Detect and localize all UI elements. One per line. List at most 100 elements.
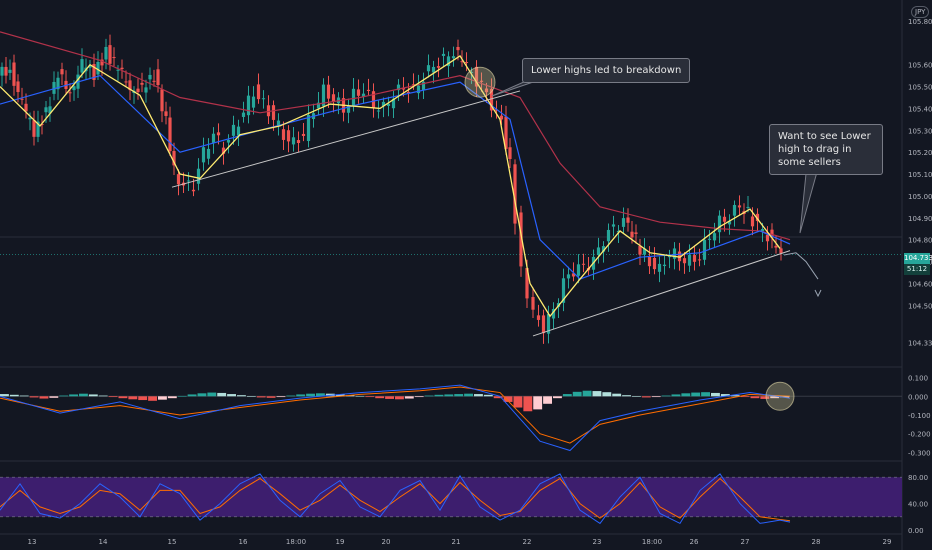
macd-histogram-bar [246,396,256,397]
symbol-badge[interactable]: JPY [911,6,930,18]
macd-histogram-bar [602,392,612,397]
macd-histogram-bar [138,396,148,401]
candle-body [717,215,722,233]
price-pane[interactable] [0,31,823,344]
macd-histogram-bar [691,392,701,397]
time-tick-label: 29 [883,538,892,546]
time-tick-label: 15 [168,538,177,546]
macd-histogram-bar [582,390,592,397]
candle-body [281,129,286,140]
candle-body [634,232,638,234]
stochastic-d-line [0,477,791,522]
macd-histogram-bar [523,396,533,412]
candle-body [416,85,421,94]
candle-body [326,84,331,99]
macd-histogram-bar [69,394,78,397]
candle-body [216,132,221,136]
highlight-circle [464,66,496,98]
candle-body [765,234,770,242]
price-tick-label: 105.000 [908,193,932,201]
candle-body [256,84,261,100]
candle-body [361,93,366,97]
candle-body [346,105,351,113]
candle-body [499,115,504,120]
macd-histogram-bar [503,396,513,402]
macd-histogram-bar [730,395,740,397]
candle-body [148,74,152,80]
macd-histogram-bar [98,395,108,397]
macd-histogram-bar [701,392,710,397]
moving-average-slow [0,31,791,241]
candle-body [606,229,611,242]
macd-histogram-bar [424,395,434,397]
candle-body [186,180,191,182]
macd-histogram-bar [513,396,523,408]
macd-histogram-bar [9,394,19,397]
candle-body [616,230,621,233]
macd-histogram-bar [118,396,128,399]
candle-body [426,65,431,72]
macd-histogram-bar [553,396,562,399]
candle-body [201,147,206,163]
macd-histogram-bar [474,394,483,397]
candle-body [479,80,484,82]
annotation-lower-high[interactable]: Want to see Lower high to drag in some s… [769,124,883,175]
macd-histogram-bar [681,393,691,397]
macd-histogram-bar [276,396,286,398]
macd-histogram-bar [770,396,780,399]
macd-histogram-bar [316,393,325,397]
macd-histogram-bar [148,396,157,401]
candle-body [513,164,517,224]
candle-body [4,66,8,76]
time-tick-label: 20 [382,538,391,546]
candle-body [316,102,321,109]
time-tick-label: 22 [523,538,532,546]
candle-body [376,110,381,112]
candle-body [431,66,436,73]
candle-body [60,69,64,75]
macd-histogram-bar [711,392,720,397]
candle-body [226,139,231,143]
stochastic-k-line [0,473,791,525]
candle-body [464,62,469,64]
time-tick-label: 13 [28,538,37,546]
macd-histogram-bar [375,396,385,399]
macd-histogram-bar [39,396,49,399]
candle-body [682,258,687,264]
macd-pane[interactable] [0,381,902,452]
candle-body [469,72,474,74]
candle-body [576,264,581,276]
macd-histogram-bar [286,395,296,397]
candle-body [571,273,576,277]
stochastic-band [0,477,902,517]
candle-body [196,168,201,184]
macd-tick-label: 0.000 [908,393,928,401]
candle-body [68,92,72,94]
stochastic-pane[interactable] [0,473,902,525]
candle-body [191,189,196,192]
candle-body [707,238,712,240]
macd-histogram-bar [217,392,227,397]
candle-body [755,213,760,222]
candle-body [100,59,104,66]
candle-body [672,248,677,259]
candle-body [436,66,441,68]
candle-body [152,80,156,82]
candle-body [140,82,144,85]
candle-body [236,126,241,136]
candle-body [351,88,356,107]
annotation-breakdown[interactable]: Lower highs led to breakdown [522,58,691,83]
candle-body [647,256,652,267]
macd-histogram-bar [533,396,543,410]
macd-highlight-circle [765,381,795,411]
time-tick-label: 26 [690,538,699,546]
time-tick-label: 27 [741,538,750,546]
candle-body [266,105,271,117]
projection-arrowhead [814,289,822,298]
candle-body [306,115,311,142]
candle-body [386,103,391,106]
candle-body [774,245,778,248]
macd-histogram-bar [197,393,207,397]
macd-histogram-bar [750,396,760,399]
